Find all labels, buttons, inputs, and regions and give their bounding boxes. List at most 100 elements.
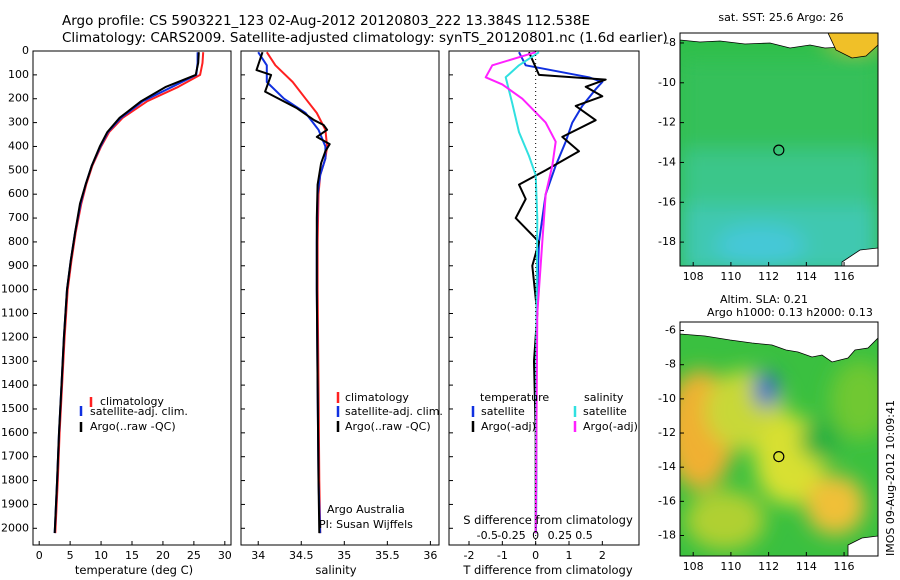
series-line-satellite xyxy=(504,51,540,534)
lat-tick-label: -12 xyxy=(658,426,676,439)
legend-label-s-argo: Argo(-adj) xyxy=(583,420,638,433)
legend-label-t-argo: Argo(-adj) xyxy=(481,420,536,433)
difference-chart: -2 -1 0 1 2 -0.5 -0.25 0 0.25 0.5 xyxy=(464,51,607,562)
x-tick-label: 1 xyxy=(566,549,573,562)
sla-land-australia xyxy=(847,535,878,556)
s-difference-tick-label: -0.25 xyxy=(497,529,525,542)
x-tick-label: 10 xyxy=(94,549,108,562)
x-tick-label: 34.5 xyxy=(289,549,314,562)
temperature-chart: 0 5 10 15 20 25 30 xyxy=(36,52,232,562)
salinity-xlabel: salinity xyxy=(315,563,356,577)
lat-tick-label: -18 xyxy=(658,235,676,248)
legend-label-argo: Argo(..raw -QC) xyxy=(345,420,431,433)
legend-label-satellite-adj: satellite-adj. clim. xyxy=(90,405,188,418)
sst-field xyxy=(680,33,878,266)
lon-tick-label: 112 xyxy=(758,560,779,573)
lon-tick-label: 112 xyxy=(758,270,779,283)
difference-xlabel-top: S difference from climatology xyxy=(463,513,633,527)
depth-axis: 0 100 200 300 400 500 600 700 800 900 1000 1100 1200… xyxy=(1,44,453,534)
annotation-argo-australia: Argo Australia xyxy=(327,503,405,516)
legend-label-climatology: climatology xyxy=(345,391,409,404)
depth-tick-label: 1400 xyxy=(1,378,29,391)
salinity-chart: 34 34.5 35 35.5 36 xyxy=(251,51,437,562)
s-difference-tick-label: 0.5 xyxy=(575,529,593,542)
difference-panel-frame xyxy=(448,50,640,546)
depth-tick-label: 1300 xyxy=(1,354,29,367)
lon-tick-label: 108 xyxy=(683,270,704,283)
legend-label-argo: Argo(..raw -QC) xyxy=(90,420,176,433)
lon-tick-label: 116 xyxy=(834,270,855,283)
depth-tick-label: 1000 xyxy=(1,283,29,296)
temperature-legend: climatology satellite-adj. clim. Argo(..… xyxy=(79,395,188,433)
sla-map xyxy=(680,322,878,556)
sst-axes: 108 110 112 114 116 -8 -10 -12 -14 -16 -18 xyxy=(658,36,855,283)
lat-tick-label: -8 xyxy=(665,358,676,371)
s-difference-tick-label: 0 xyxy=(532,529,539,542)
series-line-argo-adj- xyxy=(484,51,557,534)
x-tick-label: -2 xyxy=(464,549,475,562)
temperature-xlabel: temperature (deg C) xyxy=(75,563,193,577)
imos-timestamp: IMOS 09-Aug-2012 10:09:41 xyxy=(884,400,897,556)
sla-map-title: Altim. SLA: 0.21 xyxy=(720,293,808,306)
lon-tick-label: 108 xyxy=(683,560,704,573)
sst-band-north xyxy=(680,60,878,160)
x-tick-label: 20 xyxy=(156,549,170,562)
depth-tick-label: 1800 xyxy=(1,474,29,487)
salinity-panel-frame xyxy=(240,50,440,546)
depth-tick-label: 800 xyxy=(8,235,29,248)
x-tick-label: 0 xyxy=(532,549,539,562)
annotation-pi: PI: Susan Wijffels xyxy=(319,518,413,531)
series-line-satellite-adj-clim- xyxy=(53,52,199,534)
sla-low-center xyxy=(800,420,840,460)
series-line-satellite xyxy=(518,51,604,534)
legend-title-salinity: salinity xyxy=(584,391,624,404)
depth-tick-label: 1600 xyxy=(1,426,29,439)
x-tick-label: 35.5 xyxy=(375,549,400,562)
x-tick-label: 0 xyxy=(36,549,43,562)
legend-title-temperature: temperature xyxy=(480,391,549,404)
lat-tick-label: -10 xyxy=(658,76,676,89)
sst-cool-patch xyxy=(715,225,805,265)
salinity-legend: climatology satellite-adj. clim. Argo(..… xyxy=(336,391,443,433)
depth-tick-label: 200 xyxy=(8,92,29,105)
lon-tick-label: 114 xyxy=(796,270,817,283)
sla-rise-southwest xyxy=(685,490,765,550)
depth-tick-label: 2000 xyxy=(1,521,29,534)
depth-tick-label: 1200 xyxy=(1,330,29,343)
sla-low-eddy xyxy=(754,372,778,408)
depth-tick-label: 0 xyxy=(22,44,29,57)
sst-map xyxy=(680,33,878,266)
sst-map-frame xyxy=(679,32,879,267)
series-line-argo-raw-qc- xyxy=(255,51,331,534)
legend-label-climatology: climatology xyxy=(100,395,164,408)
depth-tick-label: 700 xyxy=(8,211,29,224)
difference-xlabel: T difference from climatology xyxy=(462,563,633,577)
legend-label-t-satellite: satellite xyxy=(481,405,525,418)
x-tick-label: 35 xyxy=(337,549,351,562)
sla-field xyxy=(680,360,878,550)
depth-tick-label: 300 xyxy=(8,116,29,129)
sst-map-title: sat. SST: 25.6 Argo: 26 xyxy=(718,11,843,24)
lat-tick-label: -16 xyxy=(658,494,676,507)
sla-high-south xyxy=(805,475,865,535)
header-line-1: Argo profile: CS 5903221_123 02-Aug-2012… xyxy=(62,13,590,29)
sla-map-frame xyxy=(679,321,879,557)
depth-tick-label: 400 xyxy=(8,139,29,152)
difference-legend: temperature salinity satellite Argo(-adj… xyxy=(471,391,638,433)
lat-tick-label: -18 xyxy=(658,529,676,542)
x-tick-label: 30 xyxy=(218,549,232,562)
sla-axes: 108 110 112 114 116 -6 -8 -10 -12 -14 -16 -18 xyxy=(658,324,855,573)
lat-tick-label: -16 xyxy=(658,195,676,208)
x-tick-label: 5 xyxy=(67,549,74,562)
sla-rise-east xyxy=(830,360,878,440)
lon-tick-label: 116 xyxy=(834,560,855,573)
legend-label-s-satellite: satellite xyxy=(583,405,627,418)
depth-tick-label: 500 xyxy=(8,163,29,176)
depth-tick-label: 1900 xyxy=(1,497,29,510)
s-difference-tick-label: -0.5 xyxy=(477,529,498,542)
lon-tick-label: 114 xyxy=(796,560,817,573)
series-line-satellite-adj-clim- xyxy=(257,51,327,534)
lat-tick-label: -6 xyxy=(665,324,676,337)
x-tick-label: -1 xyxy=(497,549,508,562)
lat-tick-label: -8 xyxy=(665,36,676,49)
